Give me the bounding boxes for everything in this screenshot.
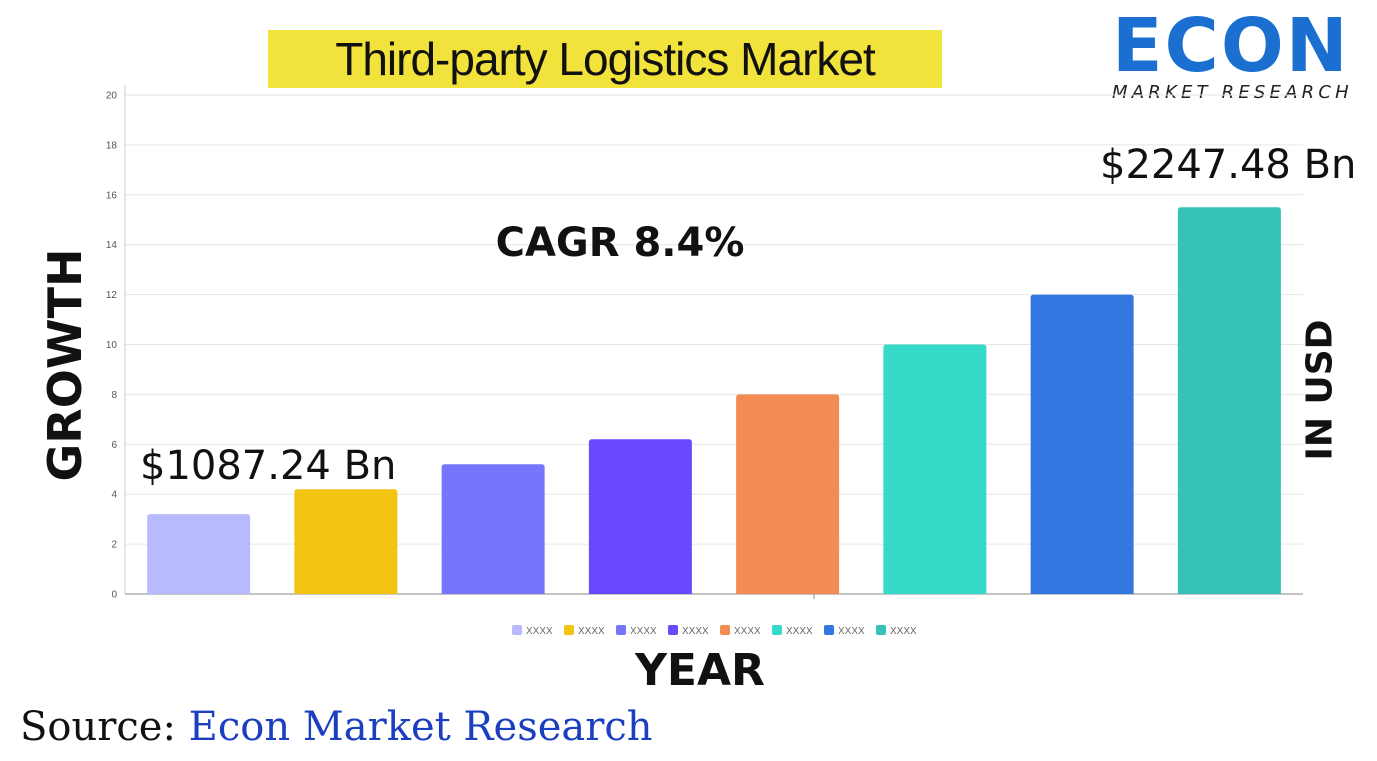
- title-highlight: Third-party Logistics Market: [268, 30, 942, 88]
- bar: [294, 489, 398, 594]
- x-axis-label: YEAR: [635, 645, 765, 696]
- legend-swatch: [720, 625, 730, 635]
- y-tick-label: 14: [106, 240, 118, 251]
- end-value-annotation: $2247.48 Bn: [1100, 142, 1357, 188]
- legend-label: XXXX: [682, 626, 709, 637]
- y-axis-unit-label: IN USD: [1299, 319, 1341, 461]
- bar: [736, 394, 840, 594]
- bar: [147, 514, 251, 594]
- y-tick-label: 4: [111, 490, 117, 501]
- y-tick-label: 12: [106, 290, 118, 301]
- y-tick-label: 8: [111, 390, 117, 401]
- legend-swatch: [824, 625, 834, 635]
- cagr-annotation: CAGR 8.4%: [495, 220, 745, 266]
- legend-label: XXXX: [890, 626, 917, 637]
- start-value-annotation: $1087.24 Bn: [140, 443, 397, 489]
- y-tick-label: 6: [111, 440, 117, 451]
- legend-swatch: [564, 625, 574, 635]
- legend-label: XXXX: [526, 626, 553, 637]
- source-line: Source: Econ Market Research: [20, 704, 653, 750]
- econ-logo: ECON MARKET RESEARCH: [1108, 6, 1368, 106]
- logo-wordmark: ECON: [1112, 3, 1350, 89]
- legend-swatch: [616, 625, 626, 635]
- bar: [883, 344, 987, 594]
- bar: [441, 464, 545, 594]
- legend-label: XXXX: [578, 626, 605, 637]
- bar: [588, 439, 692, 594]
- legend-swatch: [772, 625, 782, 635]
- legend-swatch: [512, 625, 522, 635]
- y-tick-label: 18: [106, 140, 118, 151]
- legend-label: XXXX: [630, 626, 657, 637]
- logo-subtitle: MARKET RESEARCH: [1112, 82, 1353, 103]
- source-name: Econ Market Research: [188, 704, 653, 750]
- legend-swatch: [668, 625, 678, 635]
- y-tick-label: 16: [106, 190, 118, 201]
- bar: [1030, 294, 1134, 594]
- chart-title: Third-party Logistics Market: [335, 33, 875, 85]
- y-tick-label: 20: [106, 91, 118, 102]
- source-prefix: Source:: [20, 704, 189, 750]
- legend-label: XXXX: [734, 626, 761, 637]
- y-tick-label: 10: [106, 340, 118, 351]
- y-axis-label: GROWTH: [38, 248, 92, 482]
- bar: [1177, 207, 1281, 594]
- legend-label: XXXX: [838, 626, 865, 637]
- legend-swatch: [876, 625, 886, 635]
- y-tick-label: 2: [111, 540, 117, 551]
- y-tick-label: 0: [111, 590, 117, 601]
- legend-label: XXXX: [786, 626, 813, 637]
